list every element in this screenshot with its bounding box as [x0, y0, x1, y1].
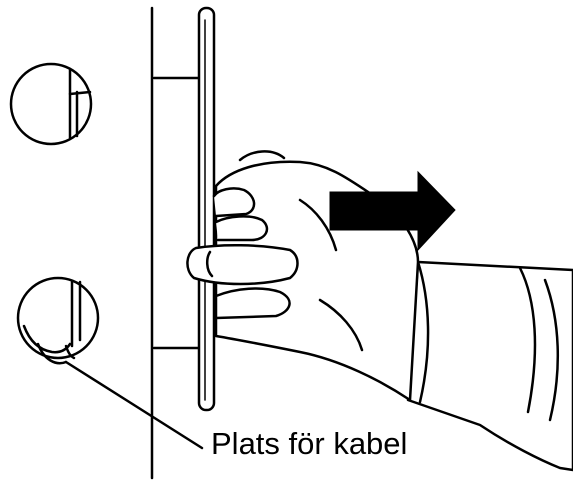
magnifier-circle-top: [9, 62, 93, 146]
callout-leader-line: [64, 360, 204, 450]
sliding-cover-plate: [197, 6, 216, 412]
back-panel: [152, 76, 206, 350]
magnifier-circle-bottom: [16, 276, 100, 365]
pull-arrow-icon: [329, 170, 456, 252]
cable-slot-label: Plats för kabel: [211, 426, 408, 461]
